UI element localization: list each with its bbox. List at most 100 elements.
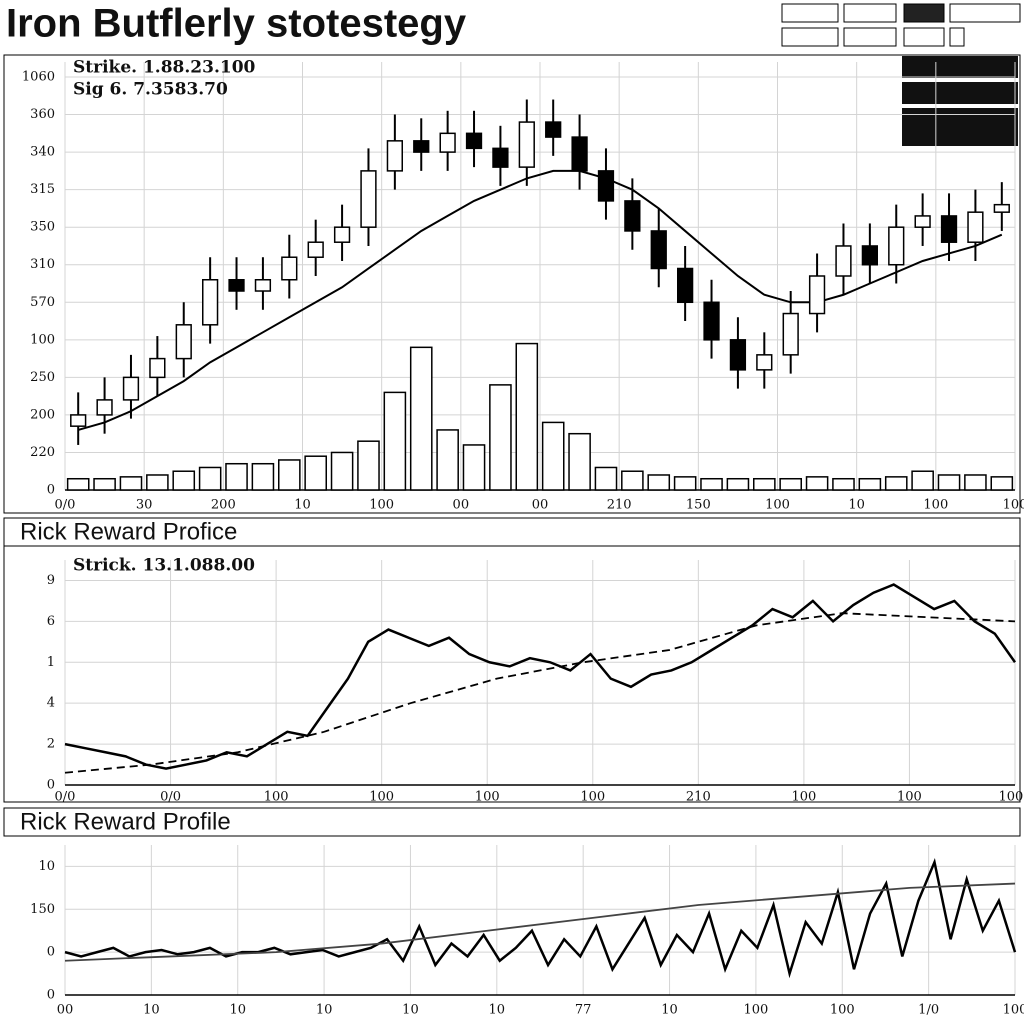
volume-bar — [93, 477, 116, 491]
x-tick-label: 100 — [765, 498, 790, 513]
volume-bar — [462, 444, 486, 491]
candle-body — [677, 267, 694, 304]
candle-body — [333, 226, 351, 243]
tool-button[interactable] — [843, 27, 897, 47]
candle-body — [175, 324, 192, 360]
volume-bar — [409, 346, 433, 491]
candle-body — [360, 170, 377, 228]
x-tick-label: 10 — [294, 498, 311, 513]
x-tick-label: 100 — [264, 790, 289, 805]
volume-bar — [119, 476, 143, 491]
candle-body — [439, 132, 456, 153]
volume-bar — [489, 384, 512, 491]
x-tick-label: 30 — [136, 498, 153, 513]
series-line — [64, 583, 1017, 770]
tool-button[interactable] — [949, 3, 1021, 23]
x-tick-label: 100 — [743, 1003, 768, 1018]
candle-body — [597, 170, 615, 202]
candle-body — [413, 140, 430, 153]
y-tick-label: 10 — [38, 859, 55, 874]
x-tick-label: 210 — [607, 498, 632, 513]
panel-title: Rick Reward Profile — [20, 808, 231, 835]
y-tick-label: 570 — [30, 295, 55, 310]
volume-bar — [568, 432, 591, 491]
info-box — [902, 82, 1018, 104]
candle-body — [808, 275, 826, 315]
y-tick-label: 150 — [30, 902, 55, 917]
candle-body — [835, 245, 852, 277]
x-tick-label: 100 — [580, 790, 605, 805]
x-tick-label: 100 — [1003, 1003, 1024, 1018]
volume-bar — [700, 477, 723, 491]
x-tick-label: 100 — [369, 790, 394, 805]
volume-bar — [330, 451, 354, 491]
x-tick-label: 100 — [897, 790, 922, 805]
y-tick-label: 6 — [47, 614, 55, 629]
x-tick-label: 200 — [211, 498, 236, 513]
x-tick-label: 10 — [661, 1003, 678, 1018]
x-tick-label: 77 — [575, 1003, 592, 1018]
y-tick-label: 1 — [47, 655, 55, 670]
volume-bar — [146, 474, 169, 491]
annotation: Sig 6. 7.3583.70 — [73, 80, 228, 100]
tool-button[interactable] — [781, 27, 839, 47]
tool-button[interactable] — [903, 3, 945, 23]
candle-body — [571, 136, 588, 172]
y-tick-label: 1060 — [22, 70, 55, 85]
tool-button[interactable] — [949, 27, 965, 47]
candle-body — [940, 215, 958, 243]
x-tick-label: 10 — [402, 1003, 419, 1018]
candle-body — [202, 279, 219, 326]
x-tick-label: 0/0 — [160, 790, 181, 805]
volume-bar — [251, 462, 275, 491]
volume-bar — [884, 476, 908, 491]
candle-body — [782, 312, 799, 356]
volume-bar — [225, 462, 248, 491]
volume-bar — [436, 429, 459, 491]
volume-bar — [726, 477, 750, 491]
volume-bar — [278, 459, 301, 491]
volume-bar — [937, 474, 961, 491]
candle-body — [122, 376, 140, 401]
series-line — [64, 882, 1016, 962]
volume-bar — [515, 342, 539, 491]
volume-bar — [198, 466, 222, 491]
volume-bar — [753, 477, 776, 491]
x-tick-label: 100 — [475, 790, 500, 805]
x-tick-label: 210 — [686, 790, 711, 805]
candle-body — [70, 414, 87, 427]
volume-bar — [541, 421, 565, 491]
candle-body — [914, 215, 931, 228]
candle-body — [756, 354, 773, 371]
x-tick-label: 00 — [57, 1003, 74, 1018]
y-tick-label: 220 — [30, 445, 55, 460]
volume-bar — [673, 476, 697, 491]
tool-button[interactable] — [781, 3, 839, 23]
toolbar — [781, 3, 1021, 47]
x-tick-label: 100 — [923, 498, 948, 513]
panel-frame — [3, 54, 1021, 514]
x-tick-label: 100 — [1003, 498, 1024, 513]
candle-body — [254, 279, 272, 292]
y-tick-label: 0 — [47, 988, 55, 1003]
candle-body — [492, 147, 509, 168]
x-tick-label: 1/0 — [918, 1003, 939, 1018]
volume-bar — [832, 477, 855, 491]
y-tick-label: 2 — [47, 737, 55, 752]
candle-body — [967, 211, 984, 243]
x-tick-label: 10 — [316, 1003, 333, 1018]
info-box — [902, 56, 1018, 78]
volume-bar — [647, 474, 671, 491]
tool-button[interactable] — [843, 3, 897, 23]
y-tick-label: 4 — [47, 696, 55, 711]
x-tick-label: 100 — [369, 498, 394, 513]
volume-bar — [858, 477, 882, 491]
x-tick-label: 10 — [489, 1003, 506, 1018]
y-tick-label: 9 — [47, 573, 55, 588]
candle-body — [386, 140, 404, 172]
volume-bar — [621, 470, 644, 491]
x-tick-label: 150 — [686, 498, 711, 513]
info-panel — [902, 56, 1018, 146]
tool-button[interactable] — [903, 27, 945, 47]
